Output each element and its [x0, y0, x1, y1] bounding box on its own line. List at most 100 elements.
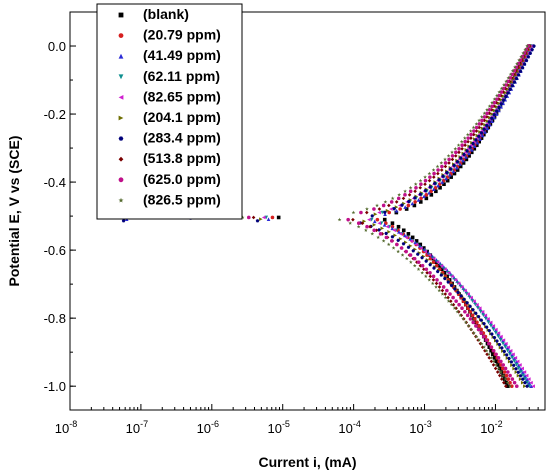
- data-point: [384, 231, 388, 235]
- data-point: [508, 72, 513, 76]
- data-point: [506, 75, 511, 80]
- y-tick-label: -0.8: [44, 311, 66, 326]
- data-point: [471, 308, 475, 312]
- data-point: [479, 114, 484, 119]
- data-point: [508, 373, 512, 378]
- data-point: [490, 100, 494, 105]
- data-point: [529, 384, 534, 388]
- data-point: [453, 146, 458, 151]
- data-point: [510, 84, 515, 88]
- legend-label: (20.79 ppm): [143, 27, 221, 43]
- data-point: [255, 219, 260, 223]
- data-point: [491, 363, 496, 367]
- data-point: [454, 165, 459, 170]
- data-point: [427, 178, 432, 183]
- data-point: [499, 377, 504, 381]
- data-point: [370, 231, 375, 236]
- data-point: [483, 122, 487, 127]
- data-point: [414, 185, 418, 190]
- data-point: [398, 237, 403, 241]
- data-point: [475, 140, 480, 145]
- data-point: [462, 136, 467, 140]
- data-point: [431, 175, 436, 179]
- data-point: [482, 127, 486, 131]
- legend-item: (82.65 ppm): [118, 88, 221, 104]
- data-point: [479, 131, 484, 135]
- legend-item: (62.11 ppm): [118, 68, 220, 84]
- data-point: [382, 217, 387, 222]
- data-point: [448, 167, 453, 171]
- data-point: [121, 219, 126, 223]
- data-point: [434, 281, 439, 286]
- data-point: [500, 346, 504, 350]
- data-point: [459, 294, 463, 298]
- data-point: [408, 185, 413, 190]
- data-point: [474, 125, 479, 130]
- data-point: [470, 148, 474, 152]
- data-point: [520, 66, 525, 70]
- data-point: [523, 381, 527, 385]
- data-point: [468, 309, 473, 314]
- data-point: [450, 150, 454, 154]
- data-point: [251, 215, 256, 220]
- data-point: [485, 119, 490, 123]
- data-points-layer: [117, 44, 536, 388]
- data-point: [365, 224, 369, 229]
- data-point: [439, 273, 444, 277]
- data-point: [464, 155, 468, 159]
- data-point: [492, 104, 496, 109]
- data-point: [397, 192, 402, 197]
- data-point: [390, 196, 395, 200]
- data-point: [487, 107, 492, 112]
- data-point: [523, 377, 527, 381]
- data-point: [474, 121, 479, 126]
- y-axis-title: Potential E, V vs (SCE): [6, 136, 22, 287]
- x-tick-exponent: -5: [282, 419, 290, 429]
- data-point: [501, 341, 505, 346]
- data-point: [376, 235, 381, 239]
- data-point: [520, 366, 524, 371]
- data-point: [414, 242, 419, 247]
- data-point: [440, 292, 445, 296]
- data-point: [490, 119, 494, 123]
- data-point: [443, 295, 448, 300]
- data-point: [398, 207, 402, 211]
- data-point: [497, 105, 501, 110]
- data-point: [489, 116, 494, 120]
- data-point: [474, 324, 478, 328]
- legend-item: (204.1 ppm): [118, 109, 221, 125]
- x-axis-title: Current i, (mA): [259, 454, 357, 470]
- data-point: [496, 331, 501, 335]
- data-point: [387, 210, 391, 215]
- data-point: [424, 196, 429, 201]
- data-point: [423, 178, 428, 183]
- data-point: [472, 144, 477, 149]
- data-point: [385, 208, 390, 213]
- data-point: [419, 182, 423, 187]
- data-point: [504, 83, 508, 87]
- data-point: [529, 380, 533, 385]
- data-point: [507, 359, 512, 364]
- data-point: [501, 338, 506, 342]
- legend-item: (20.79 ppm): [118, 27, 221, 43]
- x-tick-label: 10-2: [480, 419, 502, 436]
- data-point: [514, 370, 519, 374]
- data-point: [446, 153, 451, 158]
- data-point: [523, 47, 528, 52]
- data-point: [407, 193, 412, 197]
- data-point: [351, 210, 356, 215]
- data-point: [431, 274, 436, 279]
- data-point: [493, 366, 498, 371]
- data-point: [462, 297, 466, 301]
- data-point: [394, 200, 399, 204]
- data-point: [510, 356, 515, 360]
- x-tick-label: 10-3: [409, 419, 431, 436]
- data-point: [480, 345, 485, 350]
- data-point: [525, 377, 529, 381]
- data-point: [505, 348, 510, 353]
- data-point: [456, 143, 461, 147]
- data-point: [446, 299, 451, 303]
- data-point: [377, 207, 382, 211]
- data-point: [472, 299, 476, 303]
